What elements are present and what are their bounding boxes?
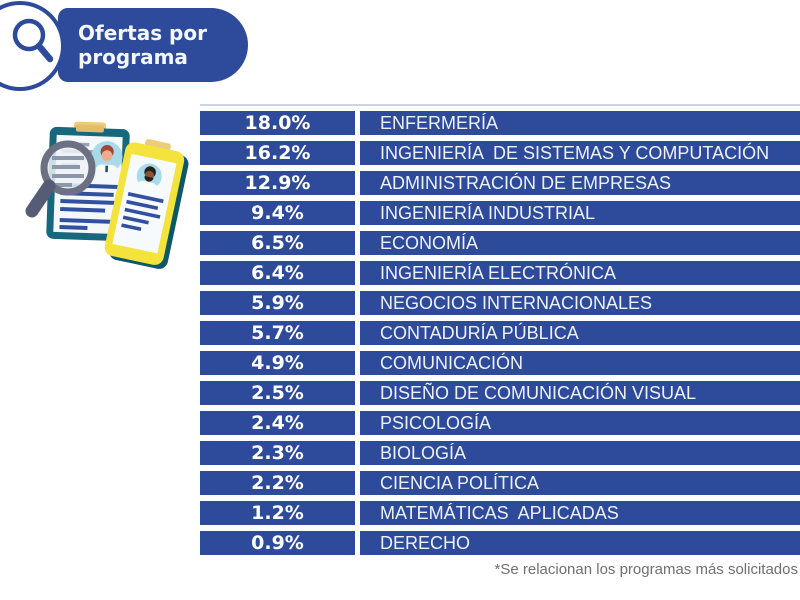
table-row: 6.5% ECONOMÍA — [200, 231, 800, 255]
table-row: 6.4% INGENIERÍA ELECTRÓNICA — [200, 261, 800, 285]
row-value: 0.9% — [200, 531, 355, 555]
row-value: 12.9% — [200, 171, 355, 195]
magnifier-icon — [12, 18, 54, 63]
row-value: 2.3% — [200, 441, 355, 465]
table-row: 2.3% BIOLOGÍA — [200, 441, 800, 465]
row-value: 9.4% — [200, 201, 355, 225]
row-value: 4.9% — [200, 351, 355, 375]
row-program: PSICOLOGÍA — [360, 411, 800, 435]
back-clipboard-icon — [104, 139, 189, 269]
row-value: 16.2% — [200, 141, 355, 165]
row-program: MATEMÁTICAS APLICADAS — [360, 501, 800, 525]
table-row: 5.9% NEGOCIOS INTERNACIONALES — [200, 291, 800, 315]
table-row: 12.9% ADMINISTRACIÓN DE EMPRESAS — [200, 171, 800, 195]
row-program: COMUNICACIÓN — [360, 351, 800, 375]
row-program: DISEÑO DE COMUNICACIÓN VISUAL — [360, 381, 800, 405]
row-value: 6.4% — [200, 261, 355, 285]
table-row: 0.9% DERECHO — [200, 531, 800, 555]
row-value: 18.0% — [200, 111, 355, 135]
table-row: 2.5% DISEÑO DE COMUNICACIÓN VISUAL — [200, 381, 800, 405]
table-row: 9.4% INGENIERÍA INDUSTRIAL — [200, 201, 800, 225]
row-value: 5.7% — [200, 321, 355, 345]
header-pill: Ofertas por programa — [58, 8, 248, 82]
table-row: 2.2% CIENCIA POLÍTICA — [200, 471, 800, 495]
row-program: INGENIERÍA INDUSTRIAL — [360, 201, 800, 225]
table-row: 16.2% INGENIERÍA DE SISTEMAS Y COMPUTACI… — [200, 141, 800, 165]
row-value: 5.9% — [200, 291, 355, 315]
row-program: INGENIERÍA DE SISTEMAS Y COMPUTACIÓN — [360, 141, 800, 165]
magnifying-glass-icon — [25, 140, 96, 218]
row-value: 1.2% — [200, 501, 355, 525]
row-program: BIOLOGÍA — [360, 441, 800, 465]
row-value: 2.2% — [200, 471, 355, 495]
row-program: INGENIERÍA ELECTRÓNICA — [360, 261, 800, 285]
row-program: ADMINISTRACIÓN DE EMPRESAS — [360, 171, 800, 195]
row-program: DERECHO — [360, 531, 800, 555]
row-program: NEGOCIOS INTERNACIONALES — [360, 291, 800, 315]
table-row: 2.4% PSICOLOGÍA — [200, 411, 800, 435]
footnote: *Se relacionan los programas más solicit… — [494, 561, 798, 578]
table-rows: 18.0% ENFERMERÍA 16.2% INGENIERÍA DE SIS… — [200, 111, 800, 555]
programs-table: 18.0% ENFERMERÍA 16.2% INGENIERÍA DE SIS… — [200, 104, 800, 561]
table-row: 5.7% CONTADURÍA PÚBLICA — [200, 321, 800, 345]
row-value: 6.5% — [200, 231, 355, 255]
row-program: ECONOMÍA — [360, 231, 800, 255]
table-row: 18.0% ENFERMERÍA — [200, 111, 800, 135]
row-value: 2.4% — [200, 411, 355, 435]
resumes-illustration — [25, 121, 189, 269]
row-program: CIENCIA POLÍTICA — [360, 471, 800, 495]
table-row: 4.9% COMUNICACIÓN — [200, 351, 800, 375]
table-top-rule — [200, 104, 800, 106]
row-program: CONTADURÍA PÚBLICA — [360, 321, 800, 345]
table-row: 1.2% MATEMÁTICAS APLICADAS — [200, 501, 800, 525]
search-badge — [0, 1, 65, 91]
page-title: Ofertas por programa — [78, 21, 207, 69]
row-value: 2.5% — [200, 381, 355, 405]
row-program: ENFERMERÍA — [360, 111, 800, 135]
